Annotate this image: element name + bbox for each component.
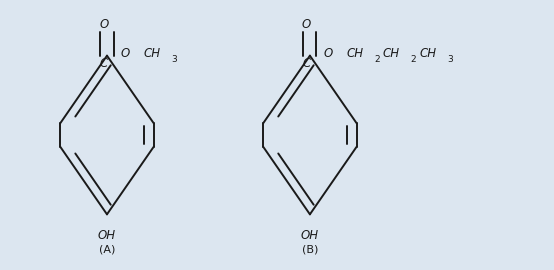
Text: CH: CH <box>419 46 436 59</box>
Text: 3: 3 <box>172 55 177 64</box>
Text: 3: 3 <box>447 55 453 64</box>
Text: CH: CH <box>383 46 400 59</box>
Text: O: O <box>302 18 311 31</box>
Text: CH: CH <box>143 46 161 59</box>
Text: 2: 2 <box>375 55 380 64</box>
Text: OH: OH <box>301 229 319 242</box>
Text: 2: 2 <box>411 55 417 64</box>
Text: (A): (A) <box>99 244 115 254</box>
Text: C: C <box>100 57 108 70</box>
Text: O: O <box>324 46 333 59</box>
Text: (B): (B) <box>302 244 318 254</box>
Text: O: O <box>99 18 109 31</box>
Text: OH: OH <box>98 229 116 242</box>
Text: C: C <box>302 57 311 70</box>
Text: O: O <box>121 46 130 59</box>
Text: CH: CH <box>347 46 364 59</box>
